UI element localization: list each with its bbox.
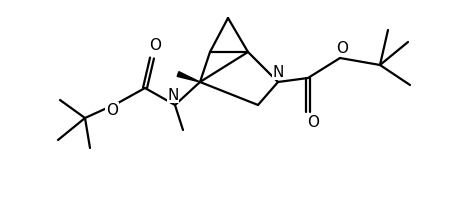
Text: O: O [106,102,118,117]
Text: O: O [149,37,161,52]
Text: N: N [167,87,179,102]
Text: O: O [336,41,348,56]
Text: O: O [307,114,319,129]
Text: N: N [272,64,284,80]
Polygon shape [177,72,200,82]
